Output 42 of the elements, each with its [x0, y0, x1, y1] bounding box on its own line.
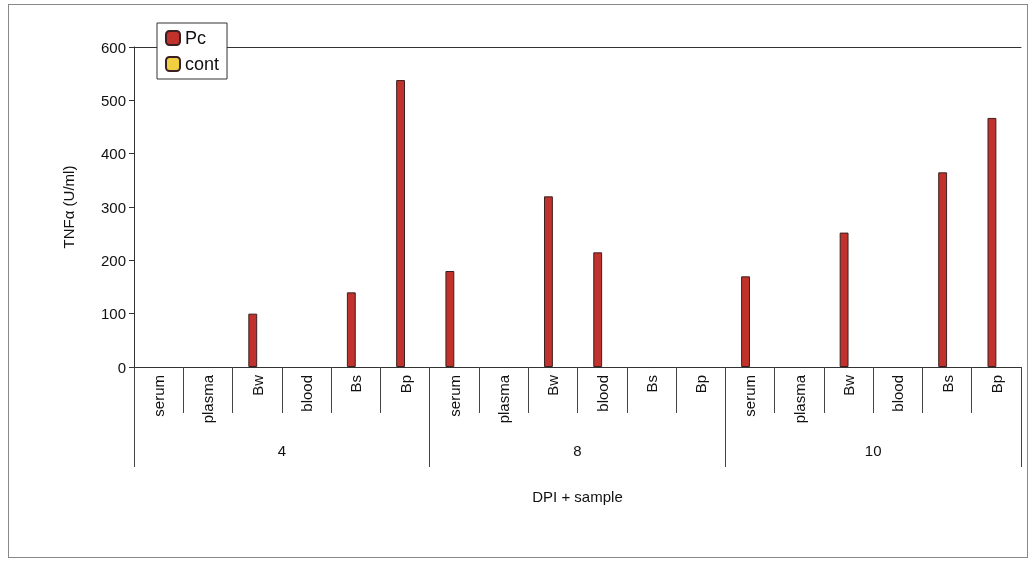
bar	[987, 117, 997, 367]
x-tick-label: plasma	[495, 374, 513, 424]
y-tick-label: 300	[100, 198, 126, 216]
x-tick-label: Bw	[248, 374, 266, 396]
x-tick-label: blood	[889, 375, 907, 412]
bar	[839, 232, 849, 367]
x-tick-label: Bp	[692, 375, 710, 394]
bar	[938, 172, 948, 367]
text: 10	[864, 442, 882, 459]
x-tick-label: Bp	[396, 375, 414, 394]
x-tick-label: plasma	[790, 374, 808, 424]
x-axis-title: DPI + sample	[532, 488, 623, 505]
x-tick-label: Bs	[642, 375, 660, 393]
text: 4	[277, 442, 287, 459]
y-tick-label: 100	[100, 305, 126, 323]
legend-label: Pc	[185, 28, 207, 48]
y-tick-label: 500	[100, 91, 126, 109]
bar	[543, 196, 553, 367]
y-tick-label: 0	[117, 358, 126, 376]
x-tick-label: blood	[297, 375, 315, 412]
x-tick-label: Bs	[347, 375, 365, 393]
x-tick-label: plasma	[199, 374, 217, 424]
legend-label: cont	[185, 54, 220, 74]
bar	[741, 276, 750, 367]
bar	[248, 313, 258, 367]
x-tick-label: Bw	[544, 374, 562, 396]
bar	[346, 292, 356, 367]
x-tick-label: serum	[741, 375, 759, 417]
y-tick-label: 600	[100, 38, 126, 56]
x-tick-label: serum	[150, 375, 168, 417]
text: 8	[573, 442, 582, 459]
bar	[445, 271, 455, 367]
bar	[396, 80, 406, 367]
x-tick-label: serum	[445, 375, 463, 417]
x-tick-label: Bs	[938, 375, 956, 393]
x-tick-label: blood	[593, 375, 611, 412]
x-tick-label: Bp	[987, 375, 1005, 394]
x-tick-label: Bw	[840, 374, 858, 396]
y-axis-title: TNFα (U/ml)	[60, 165, 77, 249]
y-tick-label: 200	[100, 251, 126, 269]
y-tick-label: 400	[100, 145, 126, 163]
bar	[593, 252, 603, 367]
